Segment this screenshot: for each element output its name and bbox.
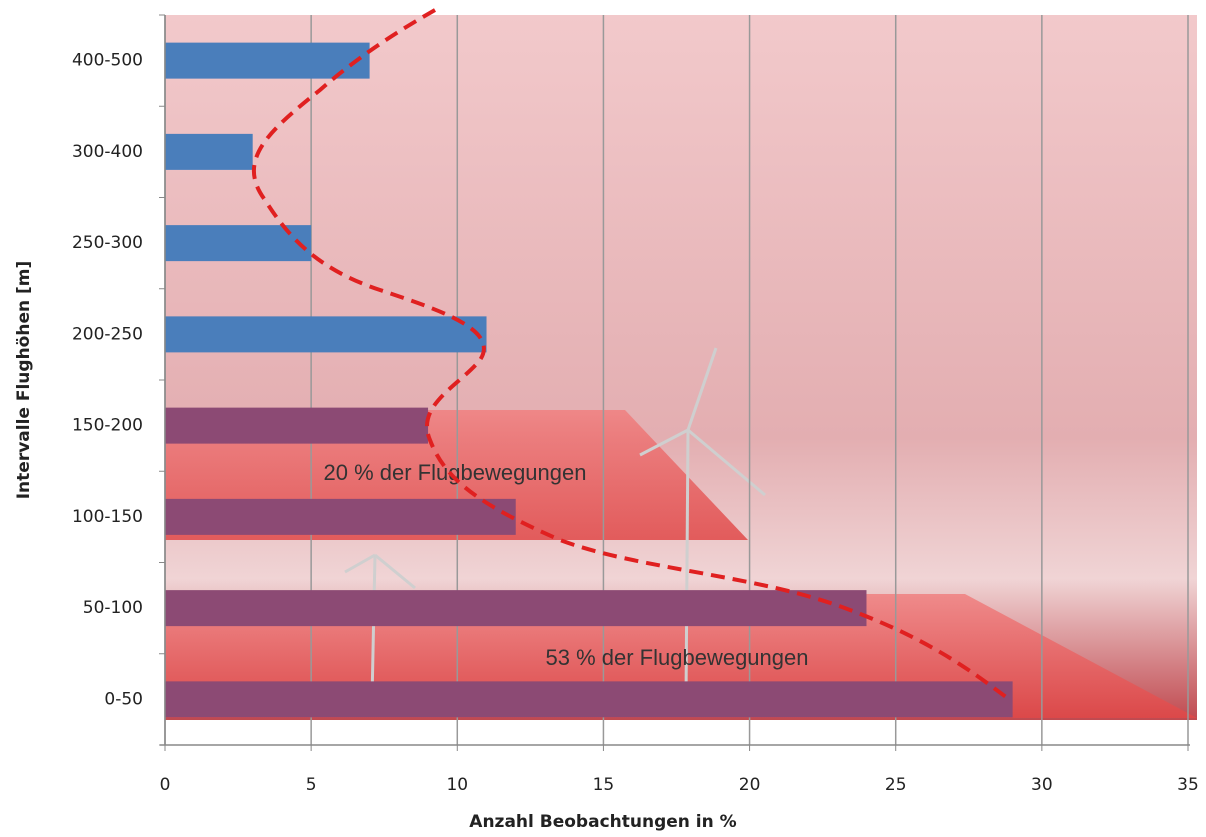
- x-tick-label: 25: [885, 775, 907, 795]
- x-tick-label: 15: [593, 775, 615, 795]
- y-tick-label: 50-100: [83, 598, 143, 618]
- x-tick-label: 35: [1177, 775, 1199, 795]
- annotation: 53 % der Flugbewegungen: [546, 645, 809, 670]
- x-tick-label: 10: [446, 775, 468, 795]
- x-tick-label: 5: [306, 775, 317, 795]
- y-tick-label: 250-300: [72, 233, 143, 253]
- x-tick-label: 30: [1031, 775, 1053, 795]
- y-tick-label: 150-200: [72, 416, 143, 436]
- y-tick-label: 100-150: [72, 507, 143, 527]
- chart: 20 % der Flugbewegungen 53 % der Flugbew…: [0, 0, 1206, 837]
- bar: [165, 134, 253, 170]
- y-tick-label: 0-50: [104, 689, 143, 709]
- x-tick-label: 20: [739, 775, 761, 795]
- y-tick-label: 200-250: [72, 324, 143, 344]
- bar: [165, 499, 516, 535]
- y-tick-label: 300-400: [72, 142, 143, 162]
- y-axis-label: Intervalle Flughöhen [m]: [14, 261, 34, 500]
- bar: [165, 681, 1013, 717]
- bar: [165, 590, 866, 626]
- x-axis-label: Anzahl Beobachtungen in %: [469, 812, 736, 832]
- y-tick-label: 400-500: [72, 51, 143, 71]
- bar: [165, 316, 487, 352]
- x-tick-label: 0: [160, 775, 171, 795]
- bar: [165, 408, 428, 444]
